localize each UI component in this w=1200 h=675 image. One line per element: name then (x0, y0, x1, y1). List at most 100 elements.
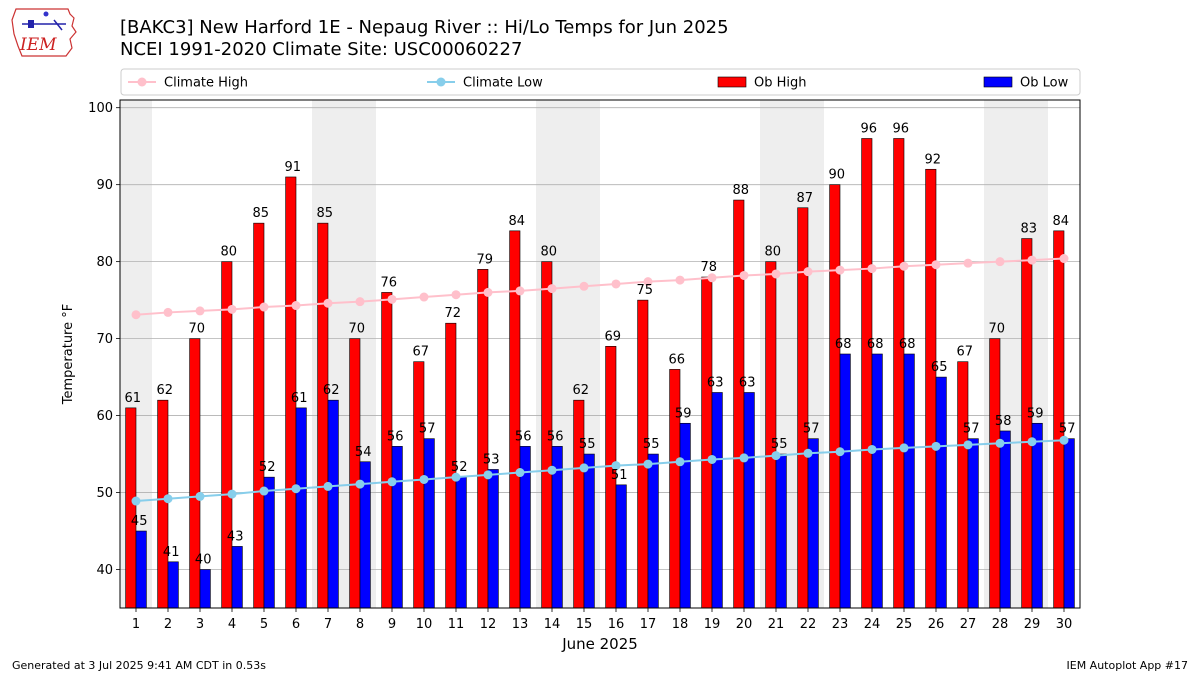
ob-high-bar (733, 199, 745, 609)
ob-high-label: 80 (221, 245, 238, 260)
ob-high-bar (573, 399, 585, 609)
climate-high-line (135, 257, 1065, 316)
ob-low-bar (295, 407, 307, 609)
climate-high-point (419, 292, 429, 302)
climate-low-point (291, 484, 301, 494)
climate-low-point (355, 479, 365, 489)
ob-low-label: 55 (579, 437, 596, 452)
ob-low-bar (679, 422, 691, 609)
climate-high-point (611, 279, 621, 289)
ob-low-bar (967, 438, 979, 609)
ob-low-bar (231, 546, 243, 609)
climate-low-point (675, 457, 685, 467)
plot-frame (119, 99, 1081, 609)
ob-high-bar (957, 361, 969, 609)
x-axis-label: June 2025 (561, 635, 638, 653)
x-tick-label: 19 (704, 617, 721, 632)
legend-marker (436, 77, 446, 87)
ob-low-label: 53 (483, 452, 500, 467)
ob-high-bar (829, 184, 841, 609)
ob-low-bar (903, 353, 915, 609)
ob-low-label: 63 (707, 375, 724, 390)
climate-low-point (643, 459, 653, 469)
x-tick-label: 30 (1056, 617, 1073, 632)
climate-low-point (451, 472, 461, 482)
ob-high-bar (637, 299, 649, 609)
climate-low-point (611, 461, 621, 471)
ob-low-label: 56 (515, 429, 532, 444)
ob-low-bar (135, 530, 147, 609)
ob-low-label: 57 (963, 422, 980, 437)
climate-low-point (259, 486, 269, 496)
climate-high-point (995, 257, 1005, 267)
x-tick-label: 18 (672, 617, 689, 632)
ob-low-label: 41 (163, 545, 180, 560)
ob-high-bar (925, 168, 937, 609)
ob-high-bar (893, 138, 905, 609)
bar-value-labels: 61 45 62 41 70 40 80 43 85 52 91 61 85 62 70 54 76 56 67 57… (125, 121, 1076, 567)
y-tick-label: 70 (96, 332, 113, 347)
ob-high-label: 75 (637, 283, 654, 298)
ob-low-bar (391, 446, 403, 609)
x-tick-label: 3 (196, 617, 204, 632)
ob-high-label: 76 (381, 275, 398, 290)
legend-box (120, 68, 1081, 96)
ob-low-bar (487, 469, 499, 609)
climate-low-point (483, 470, 493, 480)
x-tick-label: 5 (260, 617, 268, 632)
legend-label: Ob High (754, 76, 807, 91)
ob-high-label: 61 (125, 391, 142, 406)
chart-subtitle: NCEI 1991-2020 Climate Site: USC00060227 (120, 39, 523, 60)
ob-low-label: 68 (835, 337, 852, 352)
ob-low-label: 45 (131, 514, 148, 529)
x-tick-label: 4 (228, 617, 236, 632)
climate-low-point (707, 454, 717, 464)
climate-low-point (963, 440, 973, 450)
ob-high-bar (349, 338, 361, 609)
x-tick-label: 22 (800, 617, 817, 632)
climate-high-point (931, 260, 941, 270)
x-tick-label: 2 (164, 617, 172, 632)
x-tick-label: 21 (768, 617, 785, 632)
ob-low-bar (327, 399, 339, 609)
x-tick-label: 1 (132, 617, 140, 632)
climate-low-point (867, 444, 877, 454)
climate-low-point (419, 474, 429, 484)
ob-high-bar (989, 338, 1001, 609)
ob-high-label: 88 (733, 183, 750, 198)
climate-low-point (547, 465, 557, 475)
ob-low-bar (1063, 438, 1075, 609)
y-tick-label: 50 (96, 486, 113, 501)
climate-low-point (195, 491, 205, 501)
ob-low-bar (455, 476, 467, 609)
climate-high-point (771, 269, 781, 279)
ob-high-bar (381, 292, 393, 609)
ob-high-label: 90 (829, 168, 846, 183)
climate-high-point (483, 287, 493, 297)
climate-high-point (835, 265, 845, 275)
ob-low-bar (775, 453, 787, 609)
ob-low-label: 57 (803, 422, 820, 437)
ob-high-label: 83 (1021, 222, 1038, 237)
app-note: IEM Autoplot App #17 (1066, 659, 1189, 672)
ob-high-label: 70 (189, 322, 206, 337)
ob-high-label: 84 (509, 214, 526, 229)
climate-high-point (547, 284, 557, 294)
ob-high-label: 67 (413, 345, 430, 360)
ob-high-bar (477, 269, 489, 609)
ob-low-label: 52 (451, 460, 468, 475)
ob-high-bar (1053, 230, 1065, 609)
ob-low-bar (647, 453, 659, 609)
climate-high-point (195, 306, 205, 316)
ob-high-bar (669, 369, 681, 609)
climate-lines (131, 254, 1069, 506)
climate-high-point (355, 297, 365, 307)
ob-high-label: 84 (1053, 214, 1070, 229)
x-tick-label: 23 (832, 617, 849, 632)
climate-low-point (1027, 437, 1037, 447)
climate-low-point (579, 463, 589, 473)
x-tick-label: 6 (292, 617, 300, 632)
y-axis-label: Temperature °F (61, 304, 76, 405)
climate-high-point (515, 286, 525, 296)
climate-high-point (1059, 254, 1069, 264)
